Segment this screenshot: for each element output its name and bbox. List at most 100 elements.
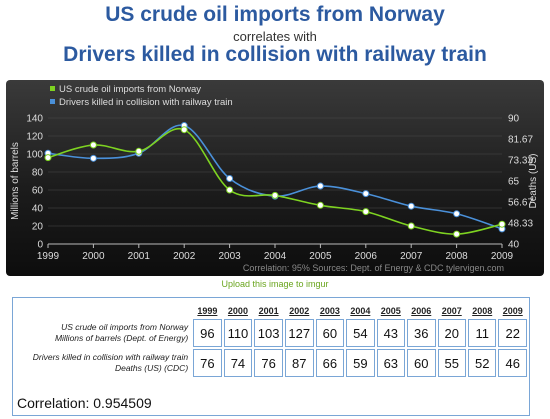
row-label-sub: Deaths (US) (CDC) bbox=[114, 363, 189, 373]
table-cell: 87 bbox=[284, 349, 314, 377]
series-line-1 bbox=[47, 124, 503, 230]
table-cell: 103 bbox=[254, 319, 283, 347]
table-cell: 63 bbox=[376, 349, 406, 377]
x-tick-label: 2007 bbox=[400, 251, 423, 262]
chart-panel: 0 20 40 60 80 100 120 140 40 48.33 56.67 65 73.33 81.… bbox=[6, 80, 544, 276]
year-header: 1999 bbox=[197, 305, 218, 316]
year-header: 2007 bbox=[441, 305, 462, 316]
legend-swatch bbox=[50, 86, 55, 91]
table-row: Drivers killed in collision with railway… bbox=[15, 349, 527, 377]
x-tick-label: 2002 bbox=[173, 251, 196, 262]
table-cell: 110 bbox=[223, 319, 253, 347]
table-cell: 20 bbox=[437, 319, 466, 347]
year-header: 2004 bbox=[350, 305, 371, 316]
table-cell: 36 bbox=[407, 319, 436, 347]
row-label-sub: Millions of barrels (Dept. of Energy) bbox=[54, 333, 189, 343]
y-tick-right: 90 bbox=[508, 114, 520, 125]
y-tick-right: 65 bbox=[508, 177, 520, 188]
row-label: US crude oil imports from Norway Millions… bbox=[15, 319, 191, 347]
legend-label: US crude oil imports from Norway bbox=[59, 84, 201, 95]
data-point-0 bbox=[44, 154, 52, 162]
year-header: 2001 bbox=[258, 305, 279, 316]
data-point-0 bbox=[362, 208, 370, 216]
data-point-0 bbox=[135, 147, 143, 155]
data-point-1 bbox=[453, 210, 461, 218]
data-point-0 bbox=[226, 186, 234, 194]
year-header: 2006 bbox=[411, 305, 432, 316]
table-cell: 55 bbox=[437, 349, 466, 377]
y-tick-left: 20 bbox=[32, 222, 44, 233]
data-point-0 bbox=[271, 191, 279, 199]
table-cell: 76 bbox=[254, 349, 283, 377]
table-cell: 127 bbox=[284, 319, 314, 347]
table-cell: 76 bbox=[193, 349, 222, 377]
y-tick-right: 40 bbox=[508, 240, 520, 251]
series-line-0 bbox=[47, 127, 503, 235]
legend-swatch bbox=[50, 99, 55, 104]
y-tick-right: 81.67 bbox=[508, 134, 533, 145]
title-secondary: Drivers killed in collision with railway… bbox=[63, 43, 487, 66]
x-tick-label: 2009 bbox=[491, 251, 514, 262]
year-header: 2002 bbox=[289, 305, 310, 316]
x-tick-label: 2001 bbox=[128, 251, 151, 262]
data-point-0 bbox=[89, 141, 97, 149]
data-point-0 bbox=[453, 230, 461, 238]
table-cell: 74 bbox=[223, 349, 253, 377]
line-chart: 0 20 40 60 80 100 120 140 40 48.33 56.67 65 73.33 81.… bbox=[10, 84, 539, 273]
data-table-panel: 1999 2000 2001 2002 2003 2004 2005 2006 2007 2008… bbox=[12, 297, 530, 416]
upload-link[interactable]: Upload this image to imgur bbox=[221, 279, 329, 289]
table-corner bbox=[15, 304, 191, 317]
data-point-1 bbox=[362, 190, 370, 198]
y-tick-left: 140 bbox=[26, 114, 43, 125]
year-header: 2008 bbox=[472, 305, 493, 316]
y-tick-left: 0 bbox=[37, 240, 43, 251]
table-cell: 96 bbox=[193, 319, 222, 347]
data-point-0 bbox=[316, 201, 324, 209]
x-tick-label: 2008 bbox=[445, 251, 468, 262]
legend-label: Drivers killed in collision with railway… bbox=[59, 97, 233, 108]
y-tick-left: 120 bbox=[26, 132, 43, 143]
y-tick-left: 40 bbox=[32, 204, 44, 215]
x-tick-label: 2004 bbox=[264, 251, 287, 262]
year-header: 2003 bbox=[319, 305, 340, 316]
data-point-1 bbox=[89, 154, 97, 162]
table-cell: 43 bbox=[376, 319, 406, 347]
data-point-1 bbox=[226, 174, 234, 182]
table-header-row: 1999 2000 2001 2002 2003 2004 2005 2006 2007 2008… bbox=[15, 304, 527, 317]
x-tick-label: 2005 bbox=[309, 251, 332, 262]
y-axis-title-left: Millions of barrels bbox=[10, 142, 21, 220]
title-connector: correlates with bbox=[233, 29, 317, 44]
data-point-0 bbox=[498, 220, 506, 228]
year-header: 2005 bbox=[380, 305, 401, 316]
table-cell: 52 bbox=[467, 349, 497, 377]
table-cell: 60 bbox=[315, 319, 345, 347]
row-label: Drivers killed in collision with railway… bbox=[15, 349, 191, 377]
x-tick-label: 2003 bbox=[218, 251, 241, 262]
table-cell: 46 bbox=[498, 349, 527, 377]
x-tick-label: 2000 bbox=[82, 251, 105, 262]
data-point-0 bbox=[407, 222, 415, 230]
y-tick-right: 48.33 bbox=[508, 219, 533, 230]
y-tick-left: 60 bbox=[32, 186, 44, 197]
correlation-value: Correlation: 0.954509 bbox=[17, 395, 152, 411]
year-header: 2000 bbox=[227, 305, 248, 316]
data-table: 1999 2000 2001 2002 2003 2004 2005 2006 2007 2008… bbox=[13, 302, 529, 379]
y-tick-right: 56.67 bbox=[508, 197, 533, 208]
table-row: US crude oil imports from Norway Millions… bbox=[15, 319, 527, 347]
data-point-0 bbox=[180, 126, 188, 134]
table-cell: 66 bbox=[315, 349, 345, 377]
chart-footer: Correlation: 95% Sources: Dept. of Energ… bbox=[243, 263, 504, 273]
table-cell: 54 bbox=[346, 319, 375, 347]
y-axis-title-right: Deaths (US) bbox=[528, 153, 539, 208]
table-cell: 60 bbox=[407, 349, 436, 377]
x-tick-label: 2006 bbox=[355, 251, 378, 262]
table-cell: 22 bbox=[498, 319, 527, 347]
row-label-title: US crude oil imports from Norway bbox=[61, 322, 189, 332]
table-cell: 11 bbox=[467, 319, 497, 347]
table-cell: 59 bbox=[346, 349, 375, 377]
row-label-title: Drivers killed in collision with railway… bbox=[32, 352, 189, 362]
data-point-1 bbox=[316, 182, 324, 190]
y-tick-right: 73.33 bbox=[508, 156, 533, 167]
year-header: 2009 bbox=[502, 305, 523, 316]
y-tick-left: 80 bbox=[32, 168, 44, 179]
